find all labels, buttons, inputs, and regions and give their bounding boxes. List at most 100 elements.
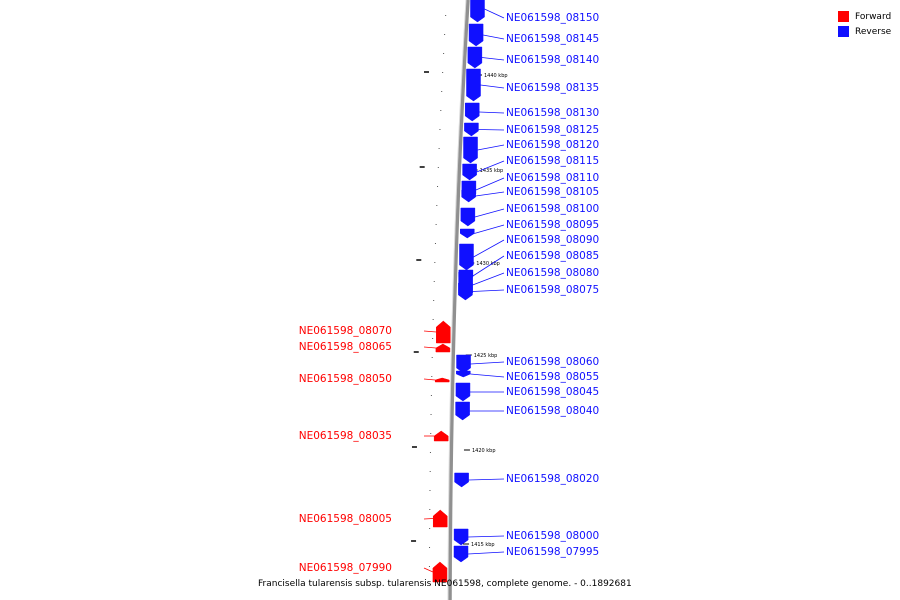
gene-label: NE061598_08060 xyxy=(506,356,599,368)
gene-arrow xyxy=(454,472,469,488)
minor-tick xyxy=(434,262,436,263)
minor-tick xyxy=(431,376,433,377)
gene-connector xyxy=(423,330,437,333)
gene-arrow xyxy=(455,382,471,402)
gene-connector xyxy=(482,34,505,40)
gene-connector xyxy=(423,518,434,520)
gene-arrow xyxy=(458,282,473,301)
gene-arrow xyxy=(464,102,480,122)
reverse-swatch xyxy=(838,26,849,37)
gene-ne061598-07990: NE061598_07990 xyxy=(299,561,448,583)
legend: Forward Reverse xyxy=(838,9,891,39)
minor-tick xyxy=(444,34,446,35)
gene-ne061598-08090: NE061598_08090 xyxy=(459,234,599,271)
minor-tick xyxy=(435,224,437,225)
gene-connector xyxy=(474,208,505,218)
gene-label: NE061598_08125 xyxy=(506,124,599,136)
gene-arrow xyxy=(455,401,470,421)
gene-ne061598-08040: NE061598_08040 xyxy=(455,401,599,421)
minor-tick xyxy=(432,319,434,320)
gene-connector xyxy=(475,177,505,191)
gene-ne061598-08000: NE061598_08000 xyxy=(453,528,599,546)
minor-tick xyxy=(445,15,447,16)
gene-ne061598-08020: NE061598_08020 xyxy=(454,472,599,488)
minor-tick xyxy=(430,395,432,396)
legend-forward-label: Forward xyxy=(855,11,892,22)
gene-ne061598-08075: NE061598_08075 xyxy=(458,282,599,301)
minor-tick xyxy=(436,205,438,206)
gene-connector xyxy=(484,8,505,19)
gene-ne061598-08045: NE061598_08045 xyxy=(455,382,599,402)
gene-arrow xyxy=(456,354,471,374)
gene-label: NE061598_08100 xyxy=(506,203,599,215)
gene-arrow xyxy=(456,370,471,378)
gene-ne061598-08070: NE061598_08070 xyxy=(299,320,451,344)
gene-connector xyxy=(475,191,505,197)
gene-label: NE061598_08005 xyxy=(299,513,392,525)
minor-tick xyxy=(432,338,434,339)
gene-connector xyxy=(481,57,505,61)
gene-ne061598-08035: NE061598_08035 xyxy=(299,430,449,442)
tick-label: 1440 kbp xyxy=(484,73,508,79)
forward-swatch xyxy=(838,11,849,22)
scale-tick: 1420 kbp xyxy=(411,446,496,454)
gene-connector xyxy=(467,551,505,555)
gene-connector xyxy=(423,378,436,381)
gene-arrow xyxy=(468,23,484,47)
gene-label: NE061598_08050 xyxy=(299,373,392,385)
genome-backbone xyxy=(448,0,470,600)
gene-label: NE061598_08110 xyxy=(506,172,599,184)
scale-tick: 1430 kbp xyxy=(416,259,500,267)
gene-connector xyxy=(470,361,505,365)
tick-label: 1425 kbp xyxy=(474,353,498,359)
scale-tick: 1415 kbp xyxy=(411,540,495,548)
gene-label: NE061598_08020 xyxy=(506,473,599,485)
gene-arrow xyxy=(453,528,469,546)
gene-ne061598-08115: NE061598_08115 xyxy=(462,155,599,181)
gene-label: NE061598_08065 xyxy=(299,341,392,353)
gene-label: NE061598_08120 xyxy=(506,139,599,151)
minor-tick xyxy=(443,53,445,54)
minor-tick xyxy=(429,509,431,510)
gene-label: NE061598_08095 xyxy=(506,219,599,231)
gene-label: NE061598_08105 xyxy=(506,186,599,198)
gene-arrow xyxy=(460,207,476,227)
gene-arrow xyxy=(436,320,451,344)
scale-tick: 1425 kbp xyxy=(413,351,498,359)
scale-tick: 1435 kbp xyxy=(419,166,503,174)
gene-arrow xyxy=(432,509,448,528)
scale-dots xyxy=(428,15,447,567)
gene-arrow xyxy=(435,343,451,353)
gene-connector xyxy=(470,373,505,378)
gene-label: NE061598_08145 xyxy=(506,33,599,45)
gene-arrow xyxy=(459,243,474,271)
genome-backbone-highlight xyxy=(447,0,467,600)
legend-reverse-label: Reverse xyxy=(855,26,892,37)
gene-ne061598-08120: NE061598_08120 xyxy=(463,136,599,164)
gene-ne061598-08130: NE061598_08130 xyxy=(464,102,599,122)
gene-label: NE061598_08055 xyxy=(506,371,599,383)
tick-label: 1420 kbp xyxy=(472,448,496,454)
gene-ne061598-08140: NE061598_08140 xyxy=(467,46,599,69)
gene-label: NE061598_08080 xyxy=(506,267,599,279)
gene-connector xyxy=(472,289,505,292)
gene-connector xyxy=(480,84,505,89)
gene-arrow xyxy=(466,68,481,102)
gene-connector xyxy=(476,160,505,173)
gene-label: NE061598_07995 xyxy=(506,546,599,558)
minor-tick xyxy=(430,414,432,415)
scale-tick: 1440 kbp xyxy=(423,71,508,79)
legend-reverse: Reverse xyxy=(838,24,891,39)
gene-label: NE061598_08075 xyxy=(506,284,599,296)
gene-connector xyxy=(472,255,505,277)
gene-label: NE061598_08085 xyxy=(506,250,599,262)
gene-label: NE061598_08045 xyxy=(506,386,599,398)
gene-label: NE061598_08150 xyxy=(506,12,599,24)
gene-label: NE061598_08135 xyxy=(506,82,599,94)
tick-label: 1430 kbp xyxy=(476,261,500,267)
gene-ne061598-08125: NE061598_08125 xyxy=(464,122,599,137)
gene-ne061598-08135: NE061598_08135 xyxy=(466,68,599,102)
minor-tick xyxy=(433,300,435,301)
minor-tick xyxy=(437,186,439,187)
gene-label: NE061598_08070 xyxy=(299,325,392,337)
